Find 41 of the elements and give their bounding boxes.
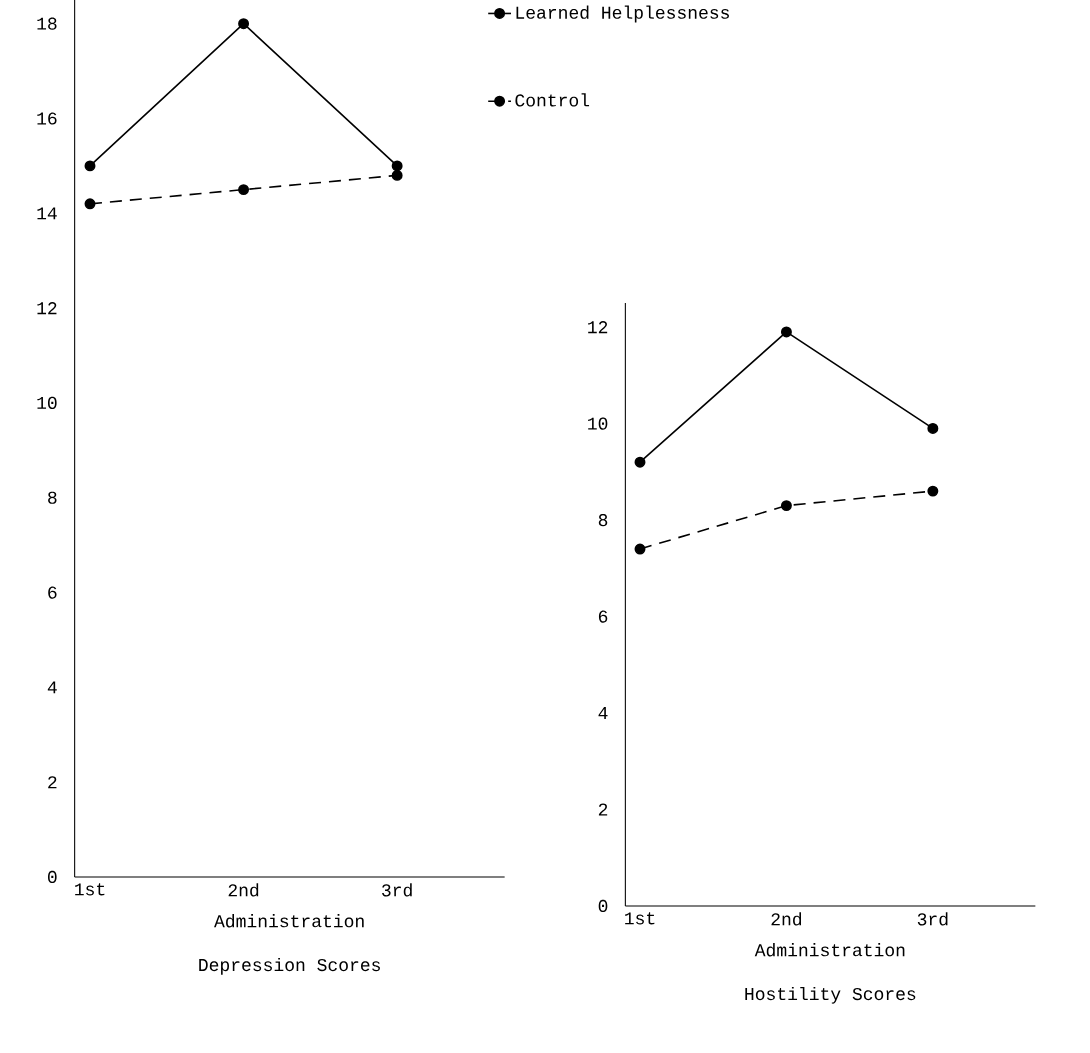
y-tick-label: 8 bbox=[598, 513, 608, 527]
point bbox=[391, 169, 403, 181]
text: Depression Scores bbox=[199, 957, 380, 975]
y-tick-label: 4 bbox=[598, 707, 608, 719]
point bbox=[84, 160, 96, 172]
x-axis-title: Administration bbox=[214, 914, 364, 928]
y-tick-label: 12 bbox=[37, 302, 57, 315]
x-tick-label: 2nd bbox=[771, 912, 802, 926]
x-tick-label: 2nd bbox=[228, 883, 259, 897]
y-tick-label: 0 bbox=[598, 899, 608, 913]
y-tick-label: 8 bbox=[48, 491, 57, 504]
y-tick-label: 10 bbox=[588, 417, 608, 430]
point bbox=[634, 543, 646, 555]
point bbox=[927, 485, 939, 497]
y-tick-label: 2 bbox=[48, 776, 57, 789]
x-tick-label: 1st bbox=[625, 912, 655, 925]
y-tick-label: 10 bbox=[37, 396, 57, 410]
y-tick-label: 6 bbox=[598, 610, 608, 623]
y-tick-label: 12 bbox=[588, 321, 608, 334]
legend-label: Control bbox=[515, 93, 590, 107]
point bbox=[84, 198, 96, 210]
y-tick-label: 16 bbox=[37, 112, 57, 125]
text: Hostility Scores bbox=[745, 986, 916, 1004]
point bbox=[780, 500, 792, 512]
x-tick-label: 3rd bbox=[382, 883, 412, 897]
legend-label: Learned Helplessness bbox=[516, 5, 729, 23]
y-tick-label: 4 bbox=[47, 681, 57, 694]
x-axis-title: Administration bbox=[754, 943, 905, 957]
x-tick-label: 3rd bbox=[917, 912, 948, 926]
point bbox=[927, 422, 939, 434]
y-tick-label: 14 bbox=[37, 207, 57, 220]
point bbox=[780, 326, 792, 338]
y-tick-label: 6 bbox=[48, 586, 57, 599]
point bbox=[238, 184, 250, 196]
x-tick-label: 1st bbox=[75, 883, 105, 896]
y-tick-label: 0 bbox=[48, 870, 57, 884]
point bbox=[391, 160, 403, 172]
point bbox=[634, 456, 646, 468]
y-tick-label: 18 bbox=[37, 17, 57, 30]
point bbox=[238, 18, 250, 30]
y-tick-label: 2 bbox=[598, 803, 608, 816]
